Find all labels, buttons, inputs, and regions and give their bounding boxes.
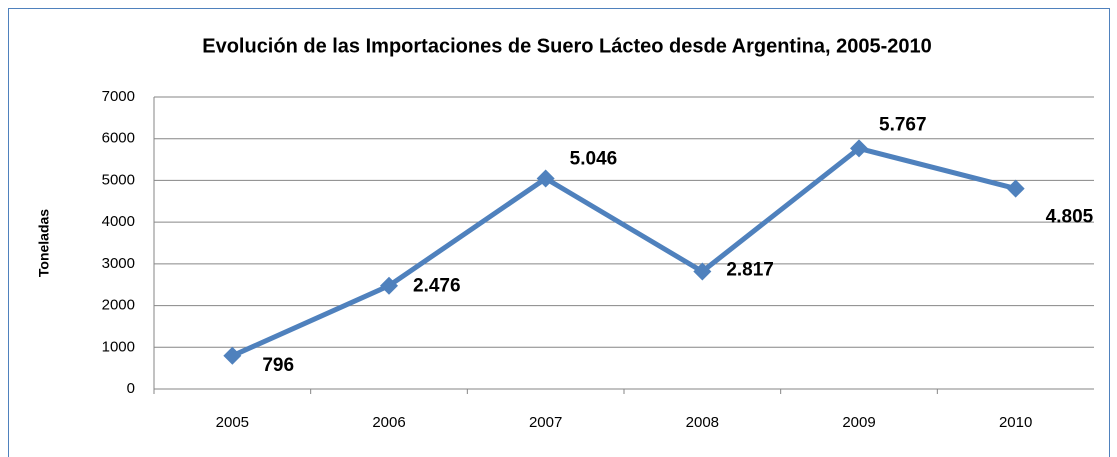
marker — [693, 262, 712, 281]
marker — [536, 169, 555, 188]
y-tick-label: 1000 — [102, 338, 135, 355]
x-tick-label: 2008 — [686, 414, 719, 431]
y-tick-label: 5000 — [102, 171, 135, 188]
line — [231, 145, 1017, 359]
y-tick-label: 7000 — [102, 88, 135, 105]
y-tick-label: 3000 — [102, 255, 135, 272]
data-label: 5.767 — [879, 114, 927, 135]
marker — [223, 346, 242, 365]
data-label: 796 — [262, 355, 294, 376]
data-label: 2.817 — [726, 260, 774, 281]
data-label: 2.476 — [413, 276, 461, 297]
marker — [380, 276, 398, 295]
x-tick-label: 2007 — [529, 414, 562, 431]
data-label: 5.046 — [570, 149, 618, 170]
y-axis-label: Toneladas — [36, 209, 52, 277]
chart-title: Evolución de las Importaciones de Suero … — [202, 35, 932, 57]
x-tick-label: 2006 — [372, 414, 405, 431]
y-tick-label: 2000 — [102, 297, 135, 314]
y-tick-label: 0 — [127, 380, 135, 397]
marker — [850, 139, 868, 158]
chart-frame — [8, 8, 1110, 457]
x-tick-label: 2009 — [842, 414, 875, 431]
x-tick-label: 2010 — [999, 414, 1032, 431]
x-tick-label: 2005 — [216, 414, 249, 431]
data-label: 4.805 — [1046, 207, 1094, 228]
marker — [1006, 179, 1025, 198]
y-tick-label: 6000 — [102, 130, 135, 147]
y-tick-label: 4000 — [102, 213, 135, 230]
